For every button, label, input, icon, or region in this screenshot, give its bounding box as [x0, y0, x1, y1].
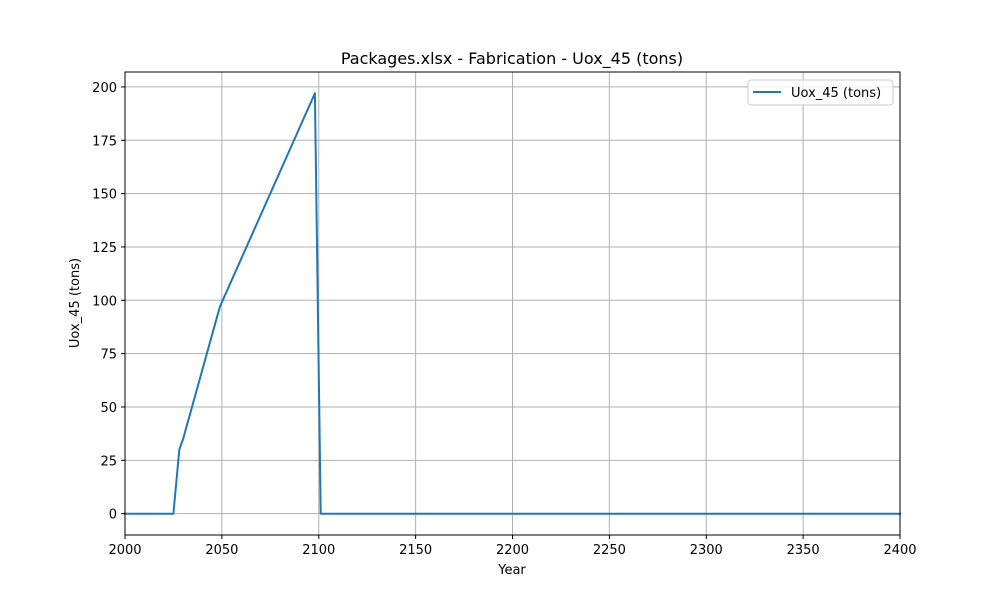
- x-tick-label: 2000: [108, 543, 141, 558]
- series-line-0: [124, 92, 901, 515]
- y-tick-label: 100: [92, 294, 117, 309]
- y-tick-label: 25: [100, 454, 117, 469]
- x-tick-label: 2400: [883, 543, 916, 558]
- series-layer: [124, 92, 901, 515]
- y-axis-title: Uox_45 (tons): [68, 258, 83, 348]
- gridlines: [124, 72, 901, 535]
- x-axis-title: Year: [497, 563, 526, 578]
- y-tick-label: 50: [100, 401, 117, 416]
- x-tick-label: 2300: [690, 543, 723, 558]
- x-tick-label: 2050: [205, 543, 238, 558]
- y-tick-label: 150: [92, 188, 117, 203]
- y-tick-label: 125: [92, 241, 117, 256]
- y-tick-label: 200: [92, 81, 117, 96]
- x-tick-label: 2350: [787, 543, 820, 558]
- y-tick-label: 175: [92, 134, 117, 149]
- x-tick-label: 2100: [302, 543, 335, 558]
- x-tick-label: 2250: [593, 543, 626, 558]
- x-axis: 2000 2050 2100 2150 2200 2250 2300 2350 2400: [108, 535, 917, 558]
- y-tick-label: 0: [109, 508, 117, 523]
- y-axis: 0 25 50 75 100 125 150 175 200: [92, 81, 125, 523]
- chart-title: Packages.xlsx - Fabrication - Uox_45 (to…: [341, 49, 683, 69]
- x-tick-label: 2200: [496, 543, 529, 558]
- legend-label: Uox_45 (tons): [791, 86, 881, 101]
- legend-box: [747, 79, 894, 106]
- legend: Uox_45 (tons): [747, 79, 894, 106]
- y-tick-label: 75: [100, 348, 117, 363]
- x-tick-label: 2150: [399, 543, 432, 558]
